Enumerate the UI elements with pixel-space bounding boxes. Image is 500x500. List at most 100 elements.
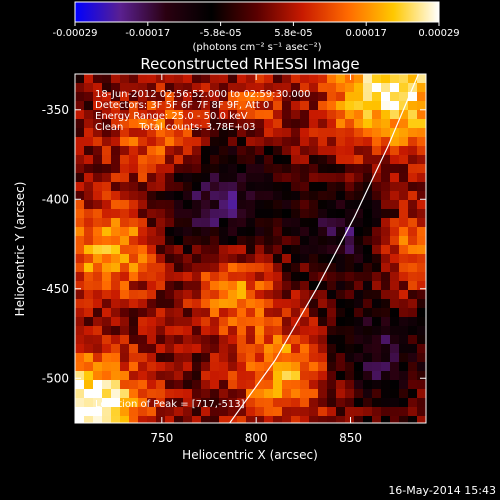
heatmap-cell (345, 164, 355, 174)
heatmap-cell (408, 92, 418, 102)
heatmap-cell (327, 245, 337, 255)
heatmap-cell (210, 272, 220, 282)
heatmap-cell (84, 164, 94, 174)
heatmap-cell (183, 101, 193, 111)
heatmap-cell (273, 362, 283, 372)
heatmap-cell (390, 110, 400, 120)
heatmap-cell (84, 218, 94, 228)
heatmap-cell (309, 83, 319, 93)
heatmap-cell (102, 353, 112, 363)
heatmap-cell (390, 236, 400, 246)
heatmap-cell (228, 362, 238, 372)
heatmap-cell (336, 74, 346, 84)
heatmap-cell (399, 101, 409, 111)
heatmap-cell (237, 218, 247, 228)
heatmap-cell (336, 101, 346, 111)
heatmap-cell (363, 128, 373, 138)
heatmap-cell (282, 254, 292, 264)
heatmap-cell (192, 146, 202, 156)
heatmap-cell (156, 290, 166, 300)
heatmap-cell (327, 353, 337, 363)
heatmap-cell (345, 290, 355, 300)
heatmap-cell (165, 299, 175, 309)
heatmap-cell (147, 191, 157, 201)
heatmap-cell (102, 137, 112, 147)
heatmap-cell (264, 272, 274, 282)
heatmap-cell (156, 326, 166, 336)
heatmap-cell (201, 281, 211, 291)
heatmap-cell (246, 218, 256, 228)
heatmap-cell (75, 290, 85, 300)
heatmap-cell (300, 389, 310, 399)
heatmap-cell (84, 119, 94, 129)
heatmap-cell (417, 218, 426, 228)
heatmap-cell (372, 236, 382, 246)
heatmap-cell (111, 110, 121, 120)
heatmap-cell (327, 263, 337, 273)
heatmap-cell (264, 335, 274, 345)
heatmap-cell (111, 308, 121, 318)
heatmap-cell (201, 74, 211, 84)
heatmap-cell (228, 263, 238, 273)
heatmap-cell (228, 245, 238, 255)
heatmap-cell (282, 137, 292, 147)
heatmap-cell (93, 308, 103, 318)
footer-date: 16-May-2014 15:43 (388, 484, 496, 497)
heatmap-cell (210, 236, 220, 246)
heatmap-cell (246, 119, 256, 129)
heatmap-cell (372, 209, 382, 219)
heatmap-cell (201, 83, 211, 93)
heatmap-cell (246, 173, 256, 183)
heatmap-cell (219, 371, 229, 381)
heatmap-cell (318, 398, 328, 408)
heatmap-cell (336, 236, 346, 246)
heatmap-cell (75, 398, 85, 408)
heatmap-cell (84, 335, 94, 345)
heatmap-cell (210, 407, 220, 417)
heatmap-cell (327, 83, 337, 93)
heatmap-cell (237, 407, 247, 417)
heatmap-cell (147, 164, 157, 174)
heatmap-cell (273, 263, 283, 273)
heatmap-cell (291, 362, 301, 372)
heatmap-cell (75, 182, 85, 192)
heatmap-cell (408, 227, 418, 237)
heatmap-cell (327, 200, 337, 210)
heatmap-cell (165, 155, 175, 165)
heatmap-cell (174, 164, 184, 174)
heatmap-cell (273, 209, 283, 219)
heatmap-cell (291, 371, 301, 381)
heatmap-cell (327, 317, 337, 327)
heatmap-cell (75, 83, 85, 93)
heatmap-cell (84, 353, 94, 363)
heatmap-cell (138, 200, 148, 210)
heatmap-cell (417, 398, 426, 408)
heatmap-cell (183, 272, 193, 282)
heatmap-cell (219, 182, 229, 192)
heatmap-cell (102, 182, 112, 192)
heatmap-cell (309, 218, 319, 228)
heatmap-cell (390, 191, 400, 201)
heatmap-cell (75, 200, 85, 210)
heatmap-cell (372, 299, 382, 309)
heatmap-cell (183, 353, 193, 363)
heatmap-cell (291, 173, 301, 183)
heatmap-cell (309, 254, 319, 264)
heatmap-cell (255, 101, 265, 111)
heatmap-cell (174, 191, 184, 201)
heatmap-cell (219, 416, 229, 423)
heatmap-cell (291, 200, 301, 210)
heatmap-cell (390, 173, 400, 183)
heatmap-cell (399, 119, 409, 129)
heatmap-cell (264, 344, 274, 354)
heatmap-cell (390, 245, 400, 255)
heatmap-cell (165, 101, 175, 111)
heatmap-cell (399, 263, 409, 273)
heatmap-cell (183, 146, 193, 156)
heatmap-cell (381, 137, 391, 147)
heatmap-cell (165, 407, 175, 417)
heatmap-cell (210, 182, 220, 192)
heatmap-cell (408, 146, 418, 156)
heatmap-cell (336, 389, 346, 399)
